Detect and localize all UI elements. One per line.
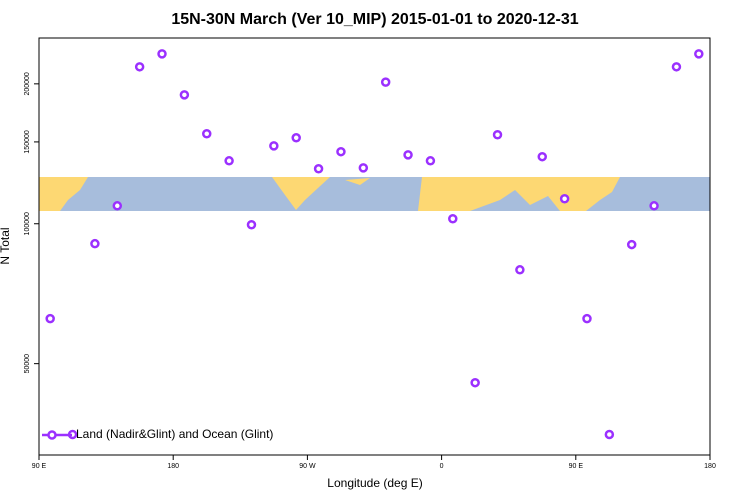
point bbox=[537, 151, 547, 162]
point bbox=[559, 193, 570, 204]
point bbox=[134, 62, 145, 72]
point bbox=[604, 429, 615, 440]
point bbox=[448, 214, 458, 224]
point bbox=[313, 164, 324, 174]
chart-title: 15N-30N March (Ver 10_MIP) 2015-01-01 to… bbox=[171, 11, 578, 28]
legend-marker bbox=[47, 430, 57, 440]
point bbox=[358, 163, 369, 173]
x-tick-label: 180 bbox=[704, 463, 716, 470]
y-axis-label: N Total bbox=[0, 227, 12, 264]
point bbox=[90, 238, 100, 249]
point bbox=[112, 201, 123, 211]
y-tick-label: 200000 bbox=[24, 72, 31, 95]
point bbox=[425, 156, 436, 166]
point bbox=[470, 377, 480, 388]
x-tick-label: 0 bbox=[440, 463, 444, 470]
point bbox=[179, 90, 190, 100]
y-tick-label: 50000 bbox=[24, 354, 31, 374]
point bbox=[202, 128, 212, 139]
point bbox=[157, 49, 167, 59]
x-axis-label: Longitude (deg E) bbox=[327, 476, 422, 490]
y-tick-label: 100000 bbox=[24, 212, 31, 235]
x-tick-label: 90 W bbox=[299, 463, 316, 470]
map-strip bbox=[39, 177, 710, 211]
legend-label: Land (Nadir&Glint) and Ocean (Glint) bbox=[76, 427, 273, 441]
point bbox=[403, 150, 413, 160]
x-tick-label: 180 bbox=[167, 463, 179, 470]
y-tick-label: 150000 bbox=[24, 130, 31, 153]
point bbox=[492, 130, 503, 140]
point bbox=[224, 156, 234, 166]
point bbox=[649, 201, 659, 211]
point bbox=[582, 313, 592, 324]
point bbox=[515, 265, 525, 275]
plot-frame bbox=[38, 37, 711, 456]
point bbox=[45, 313, 55, 324]
point bbox=[246, 220, 257, 230]
point bbox=[694, 49, 704, 59]
point bbox=[626, 239, 637, 250]
point bbox=[269, 141, 279, 151]
point bbox=[291, 133, 301, 143]
point bbox=[380, 77, 391, 87]
point bbox=[671, 62, 682, 72]
point bbox=[336, 146, 346, 157]
x-tick-label: 90 E bbox=[32, 463, 47, 470]
x-tick-label: 90 E bbox=[569, 463, 584, 470]
